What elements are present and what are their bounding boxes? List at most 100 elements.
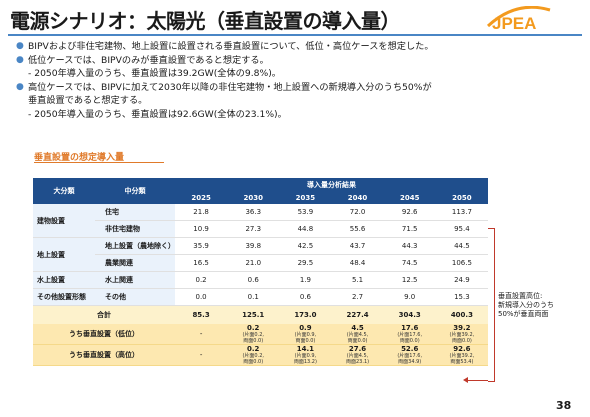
table-cell: 0.1 — [227, 288, 280, 306]
table-cell: - — [175, 344, 228, 366]
vertical-high-label: うち垂直設置（高位） — [33, 344, 175, 366]
row-category: 水上設置 — [33, 271, 95, 289]
callout-text: 垂直設置高位: 新規導入分のうち 50%が垂直両面 — [498, 292, 554, 319]
table-cell: 53.9 — [279, 204, 332, 221]
row-subcategory: その他 — [95, 288, 175, 306]
callout-line: 50%が垂直両面 — [498, 310, 549, 318]
cell-main-value: 39.2 — [453, 324, 471, 332]
callout-bracket — [488, 228, 495, 382]
header-year: 2040 — [331, 192, 384, 204]
cell-main-value: 0.2 — [247, 324, 260, 332]
cell-note: 両面0.0) — [451, 338, 472, 344]
slide-title: 電源シナリオ：太陽光（垂直設置の導入量） — [10, 9, 401, 33]
table-cell: 4.5 (片面4.5, 両面0.0) — [331, 324, 384, 345]
row-subcategory: 非住宅建物 — [95, 220, 175, 238]
table-cell: 55.6 — [331, 220, 384, 238]
page-number: 38 — [556, 399, 572, 412]
table-row: その他設置形態 その他 0.0 0.1 0.6 2.7 9.0 15.3 — [33, 288, 488, 306]
table-cell: 2.7 — [331, 288, 384, 306]
table-cell: 400.3 — [435, 305, 488, 324]
cell-note: (片面17.6, — [397, 353, 423, 359]
table-cell: 1.9 — [279, 271, 332, 289]
table-cell: 17.6 (片面17.6, 両面0.0) — [383, 324, 436, 345]
table-cell: 95.4 — [435, 220, 488, 238]
total-row: 合計 85.3 125.1 173.0 227.4 304.3 400.3 — [33, 305, 488, 324]
table-cell: - — [175, 324, 228, 345]
bullet-dot-icon: ● — [16, 81, 24, 92]
table-cell: 173.0 — [279, 305, 332, 324]
cell-note: 両面34.9) — [398, 359, 422, 365]
cell-note: 両面0.0) — [243, 359, 264, 365]
cell-note: 両面0.0) — [347, 338, 368, 344]
installation-table-wrapper: 大分類 中分類 導入量分析結果 2025 2030 2035 2040 2045… — [33, 178, 488, 366]
callout-line: 垂直設置高位: — [498, 292, 543, 300]
table-cell: 15.3 — [435, 288, 488, 306]
table-cell: 12.5 — [383, 271, 436, 289]
cell-note: (片面0.9, — [294, 353, 317, 359]
row-category: 建物設置 — [33, 204, 95, 238]
cell-note: (片面0.9, — [294, 332, 317, 338]
cell-note: (片面0.2, — [242, 332, 264, 338]
cell-main-value: 52.6 — [401, 345, 419, 353]
cell-main-value: 0.9 — [299, 324, 312, 332]
installation-table: 大分類 中分類 導入量分析結果 2025 2030 2035 2040 2045… — [33, 178, 488, 366]
bullet-item: ● 低位ケースでは、BIPVのみが垂直設置であると想定する。 — [12, 54, 582, 68]
table-cell: 106.5 — [435, 254, 488, 272]
row-category: 地上設置 — [33, 237, 95, 272]
row-subcategory: 地上設置（農地除く） — [95, 237, 175, 255]
bullet-list: ● BIPVおよび非住宅建物、地上設置に設置される垂直設置について、低位・高位ケ… — [12, 40, 582, 121]
table-cell: 304.3 — [383, 305, 436, 324]
table-cell: 36.3 — [227, 204, 280, 221]
table-cell: 21.0 — [227, 254, 280, 272]
cell-main-value: 14.1 — [296, 345, 315, 353]
bullet-text: BIPVおよび非住宅建物、地上設置に設置される垂直設置について、低位・高位ケース… — [28, 41, 434, 52]
section-rule — [34, 162, 164, 163]
cell-note: 両面0.0) — [399, 338, 420, 344]
table-cell: 43.7 — [331, 237, 384, 255]
table-cell: 227.4 — [331, 305, 384, 324]
table-cell: 14.1 (片面0.9, 両面13.2) — [279, 344, 332, 366]
table-cell: 48.4 — [331, 254, 384, 272]
table-cell: 29.5 — [279, 254, 332, 272]
table-cell: 92.6 — [383, 204, 436, 221]
table-cell: 113.7 — [435, 204, 488, 221]
table-cell: 0.2 — [175, 271, 228, 289]
table-cell: 42.5 — [279, 237, 332, 255]
cell-main-value: 4.5 — [351, 324, 364, 332]
jpea-logo: JPEA — [486, 6, 551, 32]
row-subcategory: 農業関連 — [95, 254, 175, 272]
cell-main-value: 0.2 — [247, 345, 260, 353]
table-row: 地上設置 地上設置（農地除く） 35.9 39.8 42.5 43.7 44.3… — [33, 237, 488, 272]
table-cell: 72.0 — [331, 204, 384, 221]
callout-line: 新規導入分のうち — [498, 301, 554, 309]
cell-note: (片面4.5, — [346, 353, 369, 359]
cell-note: (片面39.2, — [449, 353, 475, 359]
table-cell: 5.1 — [331, 271, 384, 289]
header-analysis-group: 導入量分析結果 — [175, 178, 488, 192]
cell-note: (片面4.5, — [346, 332, 369, 338]
vertical-high-row: うち垂直設置（高位） - 0.2 (片面0.2, 両面0.0) 14.1 (片面0.9… — [33, 344, 488, 366]
table-cell: 44.3 — [383, 237, 436, 255]
table-body: 建物設置 住宅 21.8 36.3 53.9 72.0 92.6 113.7 非… — [33, 204, 488, 366]
header-year: 2030 — [227, 192, 280, 204]
table-cell: 0.0 — [175, 288, 228, 306]
table-row: 非住宅建物 10.9 27.3 44.8 55.6 71.5 95.4 — [33, 220, 488, 238]
table-cell: 16.5 — [175, 254, 228, 272]
title-rule — [8, 34, 582, 36]
table-cell: 0.6 — [227, 271, 280, 289]
table-row: 建物設置 住宅 21.8 36.3 53.9 72.0 92.6 113.7 — [33, 204, 488, 238]
cell-note: 両面13.2) — [293, 359, 317, 365]
header-year: 2035 — [279, 192, 332, 204]
table-cell: 0.9 (片面0.9, 両面0.0) — [279, 324, 332, 345]
table-cell: 0.2 (片面0.2, 両面0.0) — [227, 324, 280, 345]
table-cell: 35.9 — [175, 237, 228, 255]
bullet-item: ● BIPVおよび非住宅建物、地上設置に設置される垂直設置について、低位・高位ケ… — [12, 40, 582, 54]
table-cell: 44.8 — [279, 220, 332, 238]
cell-main-value: 27.6 — [348, 345, 367, 353]
table-cell: 21.8 — [175, 204, 228, 221]
table-cell: 39.8 — [227, 237, 280, 255]
cell-main-value: 92.6 — [453, 345, 471, 353]
bullet-text: 低位ケースでは、BIPVのみが垂直設置であると想定する。 — [28, 54, 269, 66]
logo-text: JPEA — [492, 14, 536, 32]
bullet-continuation: 垂直設置であると想定する。 — [28, 95, 148, 106]
